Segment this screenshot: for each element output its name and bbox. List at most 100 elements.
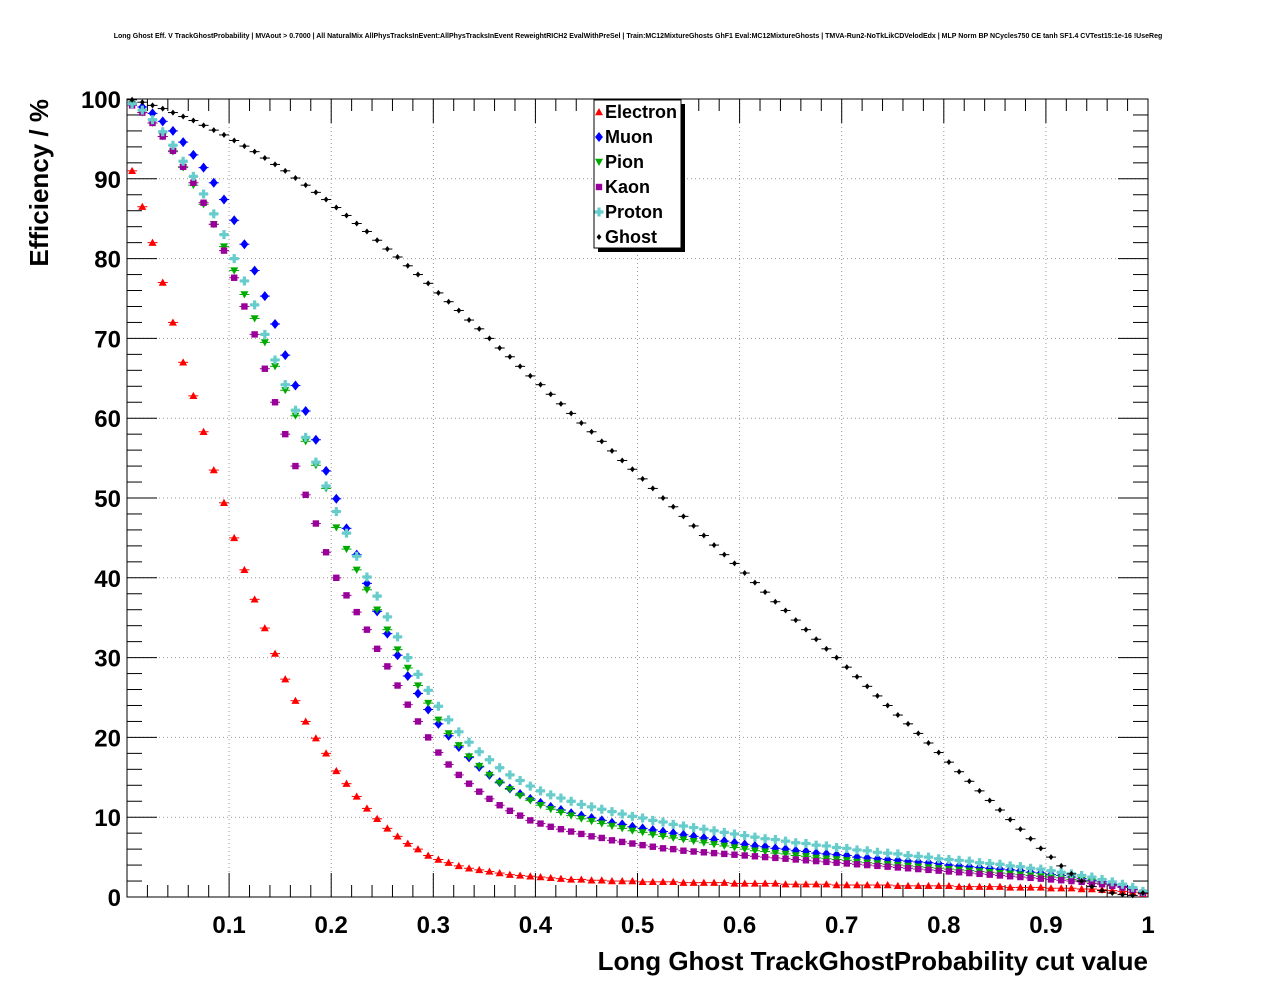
data-point-ghost <box>548 391 554 398</box>
data-point-proton <box>821 841 831 851</box>
data-point-proton <box>566 796 576 806</box>
data-point-kaon <box>823 858 830 866</box>
data-point-proton <box>270 355 280 365</box>
data-point-electron <box>148 238 157 246</box>
data-point-ghost <box>190 117 196 124</box>
data-point-electron <box>209 466 218 474</box>
data-point-muon <box>413 688 422 699</box>
data-point-pion <box>587 817 596 826</box>
data-point-kaon <box>670 845 677 853</box>
data-point-kaon <box>190 179 197 186</box>
data-point-kaon <box>761 853 769 861</box>
data-point-ghost <box>721 551 727 558</box>
data-point-pion <box>413 682 422 690</box>
data-point-muon <box>362 578 371 589</box>
data-point-proton <box>689 823 699 833</box>
data-point-proton <box>536 786 546 796</box>
data-point-ghost <box>170 109 176 116</box>
data-point-proton <box>719 827 729 837</box>
data-point-electron <box>495 869 504 877</box>
data-point-ghost <box>1058 862 1064 869</box>
data-point-ghost <box>405 262 411 269</box>
data-point-ghost <box>905 720 911 727</box>
data-point-kaon <box>394 682 401 689</box>
data-point-proton <box>1128 882 1138 892</box>
data-point-kaon <box>812 857 820 865</box>
data-point-ghost <box>1069 870 1074 877</box>
data-point-ghost <box>333 204 339 211</box>
data-point-electron <box>771 879 780 887</box>
data-point-electron <box>128 166 137 175</box>
data-point-kaon <box>292 462 299 470</box>
data-point-proton <box>525 781 535 791</box>
data-point-ghost <box>629 466 635 473</box>
legend-label-kaon: Kaon <box>605 177 650 197</box>
data-point-electron <box>219 498 228 506</box>
data-point-electron <box>873 881 882 889</box>
data-point-pion <box>403 664 412 672</box>
data-point-ghost <box>854 673 860 680</box>
x-tick-label: 0.7 <box>825 912 858 939</box>
legend-label-electron: Electron <box>605 102 677 122</box>
data-point-kaon <box>302 491 309 499</box>
data-point-pion <box>373 606 382 614</box>
data-point-kaon <box>782 855 789 862</box>
data-point-proton <box>617 809 627 819</box>
y-tick-label: 100 <box>81 87 121 114</box>
data-point-pion <box>628 827 637 835</box>
data-point-electron <box>822 880 831 888</box>
x-tick-label: 0.2 <box>315 912 348 939</box>
data-point-ghost <box>875 692 880 699</box>
data-point-ghost <box>527 372 533 379</box>
data-point-proton <box>729 829 739 839</box>
data-point-muon <box>403 670 412 681</box>
data-point-kaon <box>486 795 493 803</box>
data-point-kaon <box>343 592 350 599</box>
data-point-proton <box>699 824 709 834</box>
data-point-kaon <box>1058 877 1065 884</box>
data-point-proton <box>311 457 321 467</box>
legend-marker-ghost <box>596 234 602 240</box>
data-point-kaon <box>465 780 473 787</box>
data-point-kaon <box>976 870 983 878</box>
data-point-pion <box>342 545 351 554</box>
data-point-ghost <box>517 363 523 370</box>
data-point-electron <box>832 881 841 889</box>
data-point-proton <box>1036 864 1046 874</box>
data-point-proton <box>352 551 362 561</box>
data-point-ghost <box>599 438 605 445</box>
data-point-proton <box>576 799 586 809</box>
data-point-ghost <box>609 447 615 454</box>
data-point-electron <box>791 880 800 888</box>
data-point-kaon <box>1037 875 1044 882</box>
data-point-pion <box>219 243 228 251</box>
data-point-ghost <box>323 196 329 203</box>
data-point-ghost <box>640 475 646 482</box>
data-point-proton <box>556 793 566 803</box>
data-point-proton <box>658 817 668 827</box>
data-point-pion <box>720 842 729 850</box>
data-point-pion <box>791 852 800 860</box>
data-point-pion <box>393 646 402 654</box>
data-point-electron <box>158 278 167 286</box>
data-point-electron <box>1047 884 1056 892</box>
data-point-proton <box>627 811 637 821</box>
data-point-ghost <box>242 143 247 150</box>
data-point-muon <box>199 162 208 173</box>
data-point-electron <box>311 734 320 742</box>
data-point-proton <box>832 843 842 853</box>
data-point-kaon <box>231 274 238 281</box>
data-point-electron <box>607 877 616 885</box>
data-point-proton <box>872 847 882 857</box>
data-point-electron <box>383 824 392 832</box>
data-point-electron <box>516 871 525 879</box>
data-point-electron <box>883 881 892 889</box>
data-point-proton <box>893 849 903 859</box>
x-tick-label: 0.4 <box>519 912 553 939</box>
data-point-muon <box>230 215 239 226</box>
data-point-pion <box>485 771 494 779</box>
data-point-electron <box>740 879 749 887</box>
data-point-kaon <box>241 303 248 310</box>
data-point-ghost <box>384 246 390 253</box>
data-point-electron <box>628 877 637 885</box>
